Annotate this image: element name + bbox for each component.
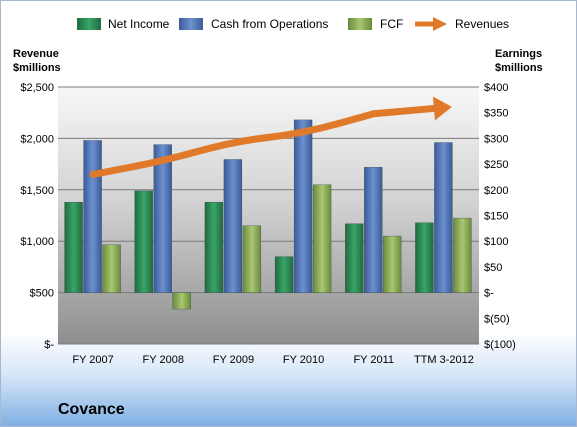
bar-fcf bbox=[383, 235, 402, 293]
right-tick-label: $150 bbox=[484, 211, 508, 223]
bar-net-income bbox=[415, 222, 434, 293]
right-tick-label: $100 bbox=[484, 236, 508, 248]
legend-arrowhead-revenues bbox=[433, 17, 447, 31]
left-tick-label: $1,500 bbox=[20, 185, 54, 197]
right-tick-label: $(50) bbox=[484, 313, 510, 325]
category-label: FY 2008 bbox=[143, 354, 184, 366]
bar-net-income bbox=[204, 201, 224, 293]
revenues-line-path bbox=[89, 104, 438, 178]
bar-cash-from-operations bbox=[364, 167, 383, 293]
bar-fcf bbox=[453, 217, 472, 293]
right-tick-label: $300 bbox=[484, 133, 508, 145]
category-label: FY 2007 bbox=[72, 354, 113, 366]
bar-net-income bbox=[274, 256, 294, 293]
category-label: FY 2009 bbox=[213, 354, 254, 366]
legend-label-net-income: Net Income bbox=[108, 17, 170, 31]
left-tick-label: $2,000 bbox=[20, 133, 54, 145]
category-label: FY 2010 bbox=[283, 354, 324, 366]
revenues-arrowhead bbox=[432, 96, 452, 121]
right-axis-title-line1: Earnings bbox=[495, 48, 542, 60]
legend-swatch-fcf bbox=[348, 18, 372, 30]
category-labels: FY 2007 FY 2008 FY 2009 FY 2010 FY 2011 TTM 3… bbox=[72, 354, 473, 366]
category-label: TTM 3-2012 bbox=[414, 354, 474, 366]
right-tick-label: $50 bbox=[484, 262, 502, 274]
right-axis-title-line2: $millions bbox=[495, 62, 543, 74]
plot-area bbox=[58, 87, 479, 344]
bar-net-income bbox=[345, 223, 364, 293]
company-name: Covance bbox=[58, 401, 125, 418]
bar-cash-from-operations bbox=[83, 140, 102, 293]
right-tick-label: $400 bbox=[484, 82, 508, 94]
right-tick-label: $- bbox=[484, 288, 494, 300]
legend-label-fcf: FCF bbox=[380, 17, 403, 31]
category-label: FY 2011 bbox=[353, 354, 394, 366]
legend-label-revenues: Revenues bbox=[455, 17, 509, 31]
bar-net-income bbox=[134, 190, 153, 293]
legend: Net Income Cash from Operations FCF Reve… bbox=[77, 17, 509, 31]
revenues-line bbox=[89, 96, 452, 178]
right-tick-label: $200 bbox=[484, 185, 508, 197]
bar-fcf bbox=[242, 225, 262, 293]
bar-cash-from-operations bbox=[153, 144, 172, 293]
bars bbox=[64, 119, 472, 310]
left-axis-title-line2: $millions bbox=[13, 62, 61, 74]
right-tick-label: $(100) bbox=[484, 339, 516, 351]
left-axis-title-line1: Revenue bbox=[13, 48, 59, 60]
legend-swatch-net-income bbox=[77, 18, 101, 30]
left-axis-ticks: $- $500 $1,000 $1,500 $2,000 $2,500 bbox=[20, 82, 54, 351]
legend-swatch-cash-from-operations bbox=[179, 18, 203, 30]
bar-fcf bbox=[172, 292, 191, 310]
bar-net-income bbox=[64, 201, 83, 293]
bar-cash-from-operations bbox=[434, 142, 453, 293]
left-tick-label: $- bbox=[44, 339, 54, 351]
left-tick-label: $500 bbox=[30, 288, 54, 300]
bar-fcf bbox=[312, 184, 332, 293]
right-tick-label: $350 bbox=[484, 108, 508, 120]
bar-cash-from-operations bbox=[293, 119, 313, 293]
right-axis-ticks: $(100) $(50) $- $50 $100 $150 $200 $250 $300 $350… bbox=[484, 82, 516, 351]
left-tick-label: $1,000 bbox=[20, 236, 54, 248]
right-tick-label: $250 bbox=[484, 159, 508, 171]
left-tick-label: $2,500 bbox=[20, 82, 54, 94]
bar-cash-from-operations bbox=[223, 159, 243, 293]
bar-fcf bbox=[102, 244, 121, 293]
legend-label-cash-from-operations: Cash from Operations bbox=[211, 17, 328, 31]
